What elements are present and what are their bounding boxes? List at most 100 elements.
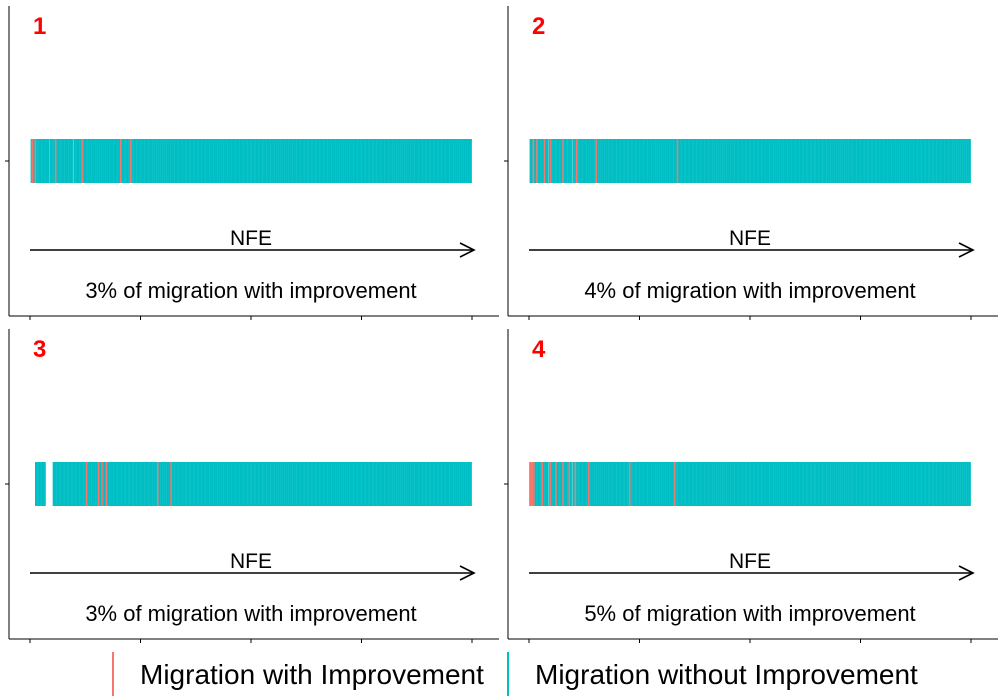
panel-label: 4 <box>532 336 546 363</box>
migration-without-improvement-mark <box>236 139 239 183</box>
migration-without-improvement-mark <box>933 139 936 183</box>
migration-without-improvement-mark <box>408 462 410 506</box>
migration-without-improvement-mark <box>40 462 42 506</box>
migration-without-improvement-mark <box>203 139 206 183</box>
migration-without-improvement-mark <box>657 139 660 183</box>
migration-without-improvement-mark <box>331 462 333 506</box>
migration-without-improvement-mark <box>920 139 922 183</box>
migration-without-improvement-mark <box>834 462 836 506</box>
migration-without-improvement-mark <box>895 462 897 506</box>
migration-without-improvement-mark <box>388 139 390 183</box>
migration-without-improvement-mark <box>442 139 445 183</box>
migration-without-improvement-mark <box>753 462 755 506</box>
migration-without-improvement-mark <box>345 139 348 183</box>
legend-swatch-with-improvement <box>112 652 114 696</box>
migration-without-improvement-mark <box>640 462 643 506</box>
migration-without-improvement-mark <box>303 462 305 506</box>
migration-without-improvement-mark <box>850 139 852 183</box>
migration-without-improvement-mark <box>685 462 688 506</box>
migration-without-improvement-mark <box>308 139 311 183</box>
migration-without-improvement-mark <box>372 139 374 183</box>
migration-without-improvement-mark <box>677 462 680 506</box>
migration-without-improvement-mark <box>710 139 713 183</box>
migration-without-improvement-mark <box>157 139 159 183</box>
migration-without-improvement-mark <box>194 462 197 506</box>
migration-without-improvement-mark <box>181 462 183 506</box>
migration-without-improvement-mark <box>300 139 303 183</box>
migration-without-improvement-mark <box>761 139 763 183</box>
migration-without-improvement-mark <box>716 139 718 183</box>
migration-without-improvement-mark <box>186 462 189 506</box>
migration-without-improvement-mark <box>542 139 545 183</box>
migration-without-improvement-mark <box>750 139 753 183</box>
migration-without-improvement-mark <box>308 462 311 506</box>
migration-without-improvement-mark <box>664 462 666 506</box>
migration-without-improvement-mark <box>91 462 93 506</box>
migration-without-improvement-mark <box>126 139 129 183</box>
migration-without-improvement-mark <box>309 139 312 183</box>
migration-without-improvement-mark <box>690 139 693 183</box>
migration-without-improvement-mark <box>567 139 569 183</box>
migration-without-improvement-mark <box>124 139 126 183</box>
migration-without-improvement-mark <box>706 139 709 183</box>
migration-without-improvement-mark <box>275 462 277 506</box>
migration-without-improvement-mark <box>806 462 808 506</box>
migration-without-improvement-mark <box>565 462 568 506</box>
migration-without-improvement-mark <box>929 462 932 506</box>
panel-label: 1 <box>33 13 46 40</box>
migration-without-improvement-mark <box>239 462 242 506</box>
migration-without-improvement-mark <box>162 462 165 506</box>
migration-without-improvement-mark <box>128 462 130 506</box>
migration-without-improvement-mark <box>777 462 779 506</box>
migration-without-improvement-mark <box>708 139 710 183</box>
migration-without-improvement-mark <box>580 462 583 506</box>
migration-without-improvement-mark <box>738 139 741 183</box>
migration-without-improvement-mark <box>644 462 646 506</box>
migration-without-improvement-mark <box>394 139 397 183</box>
migration-without-improvement-mark <box>339 462 341 506</box>
migration-without-improvement-mark <box>881 139 884 183</box>
migration-without-improvement-mark <box>635 139 637 183</box>
migration-without-improvement-mark <box>154 139 157 183</box>
migration-without-improvement-mark <box>416 139 418 183</box>
migration-without-improvement-mark <box>263 139 266 183</box>
migration-without-improvement-mark <box>765 139 767 183</box>
migration-without-improvement-mark <box>789 462 791 506</box>
migration-without-improvement-mark <box>112 139 114 183</box>
migration-without-improvement-mark <box>76 139 79 183</box>
migration-without-improvement-mark <box>751 139 754 183</box>
migration-without-improvement-mark <box>958 462 961 506</box>
migration-without-improvement-mark <box>916 462 918 506</box>
migration-without-improvement-mark <box>267 139 269 183</box>
migration-without-improvement-mark <box>357 462 360 506</box>
migration-without-improvement-mark <box>150 139 153 183</box>
migration-without-improvement-mark <box>804 139 807 183</box>
migration-without-improvement-mark <box>206 139 208 183</box>
migration-without-improvement-mark <box>948 462 950 506</box>
migration-without-improvement-mark <box>814 139 816 183</box>
migration-without-improvement-mark <box>754 139 757 183</box>
migration-without-improvement-mark <box>414 139 417 183</box>
migration-without-improvement-mark <box>136 139 138 183</box>
migration-without-improvement-mark <box>969 462 971 506</box>
migration-without-improvement-mark <box>421 462 423 506</box>
migration-without-improvement-mark <box>275 139 277 183</box>
migration-without-improvement-mark <box>551 462 553 506</box>
migration-without-improvement-mark <box>166 462 169 506</box>
migration-without-improvement-mark <box>619 139 621 183</box>
migration-without-improvement-mark <box>725 139 727 183</box>
migration-without-improvement-mark <box>568 139 570 183</box>
migration-without-improvement-mark <box>284 139 287 183</box>
migration-without-improvement-mark <box>861 139 864 183</box>
migration-without-improvement-mark <box>961 462 963 506</box>
migration-without-improvement-mark <box>463 139 466 183</box>
migration-with-improvement-mark <box>674 462 676 506</box>
migration-without-improvement-mark <box>746 139 749 183</box>
migration-with-improvement-mark <box>555 462 557 506</box>
migration-without-improvement-mark <box>290 462 292 506</box>
migration-without-improvement-mark <box>840 139 843 183</box>
migration-without-improvement-mark <box>235 139 238 183</box>
migration-without-improvement-mark <box>197 462 199 506</box>
migration-without-improvement-mark <box>614 462 616 506</box>
migration-without-improvement-mark <box>340 139 342 183</box>
